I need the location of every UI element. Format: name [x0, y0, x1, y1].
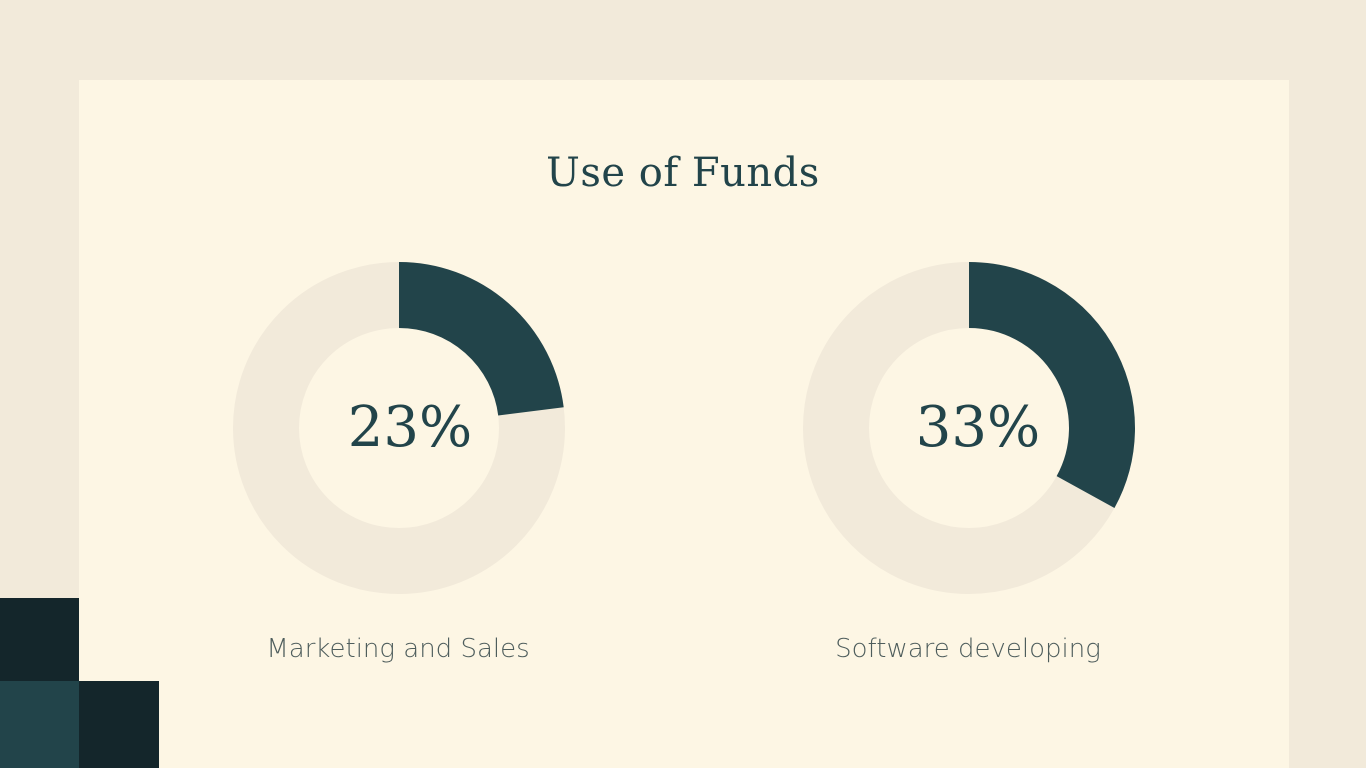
decorative-square-dark-top	[0, 598, 79, 681]
donut-value-arc	[968, 262, 1135, 508]
donut-category-label: Marketing and Sales	[266, 634, 530, 664]
donut-chart-software	[803, 262, 1135, 594]
donut-category-label: Software developing	[835, 634, 1101, 664]
donut-value-arc	[397, 262, 564, 417]
slide-title: Use of Funds	[546, 150, 820, 196]
donut-center-value: 23%	[347, 395, 473, 460]
decorative-square-teal	[0, 681, 79, 768]
decorative-square-dark-right	[79, 681, 159, 768]
donut-chart-marketing	[233, 262, 565, 594]
donut-center-value: 33%	[915, 395, 1041, 460]
